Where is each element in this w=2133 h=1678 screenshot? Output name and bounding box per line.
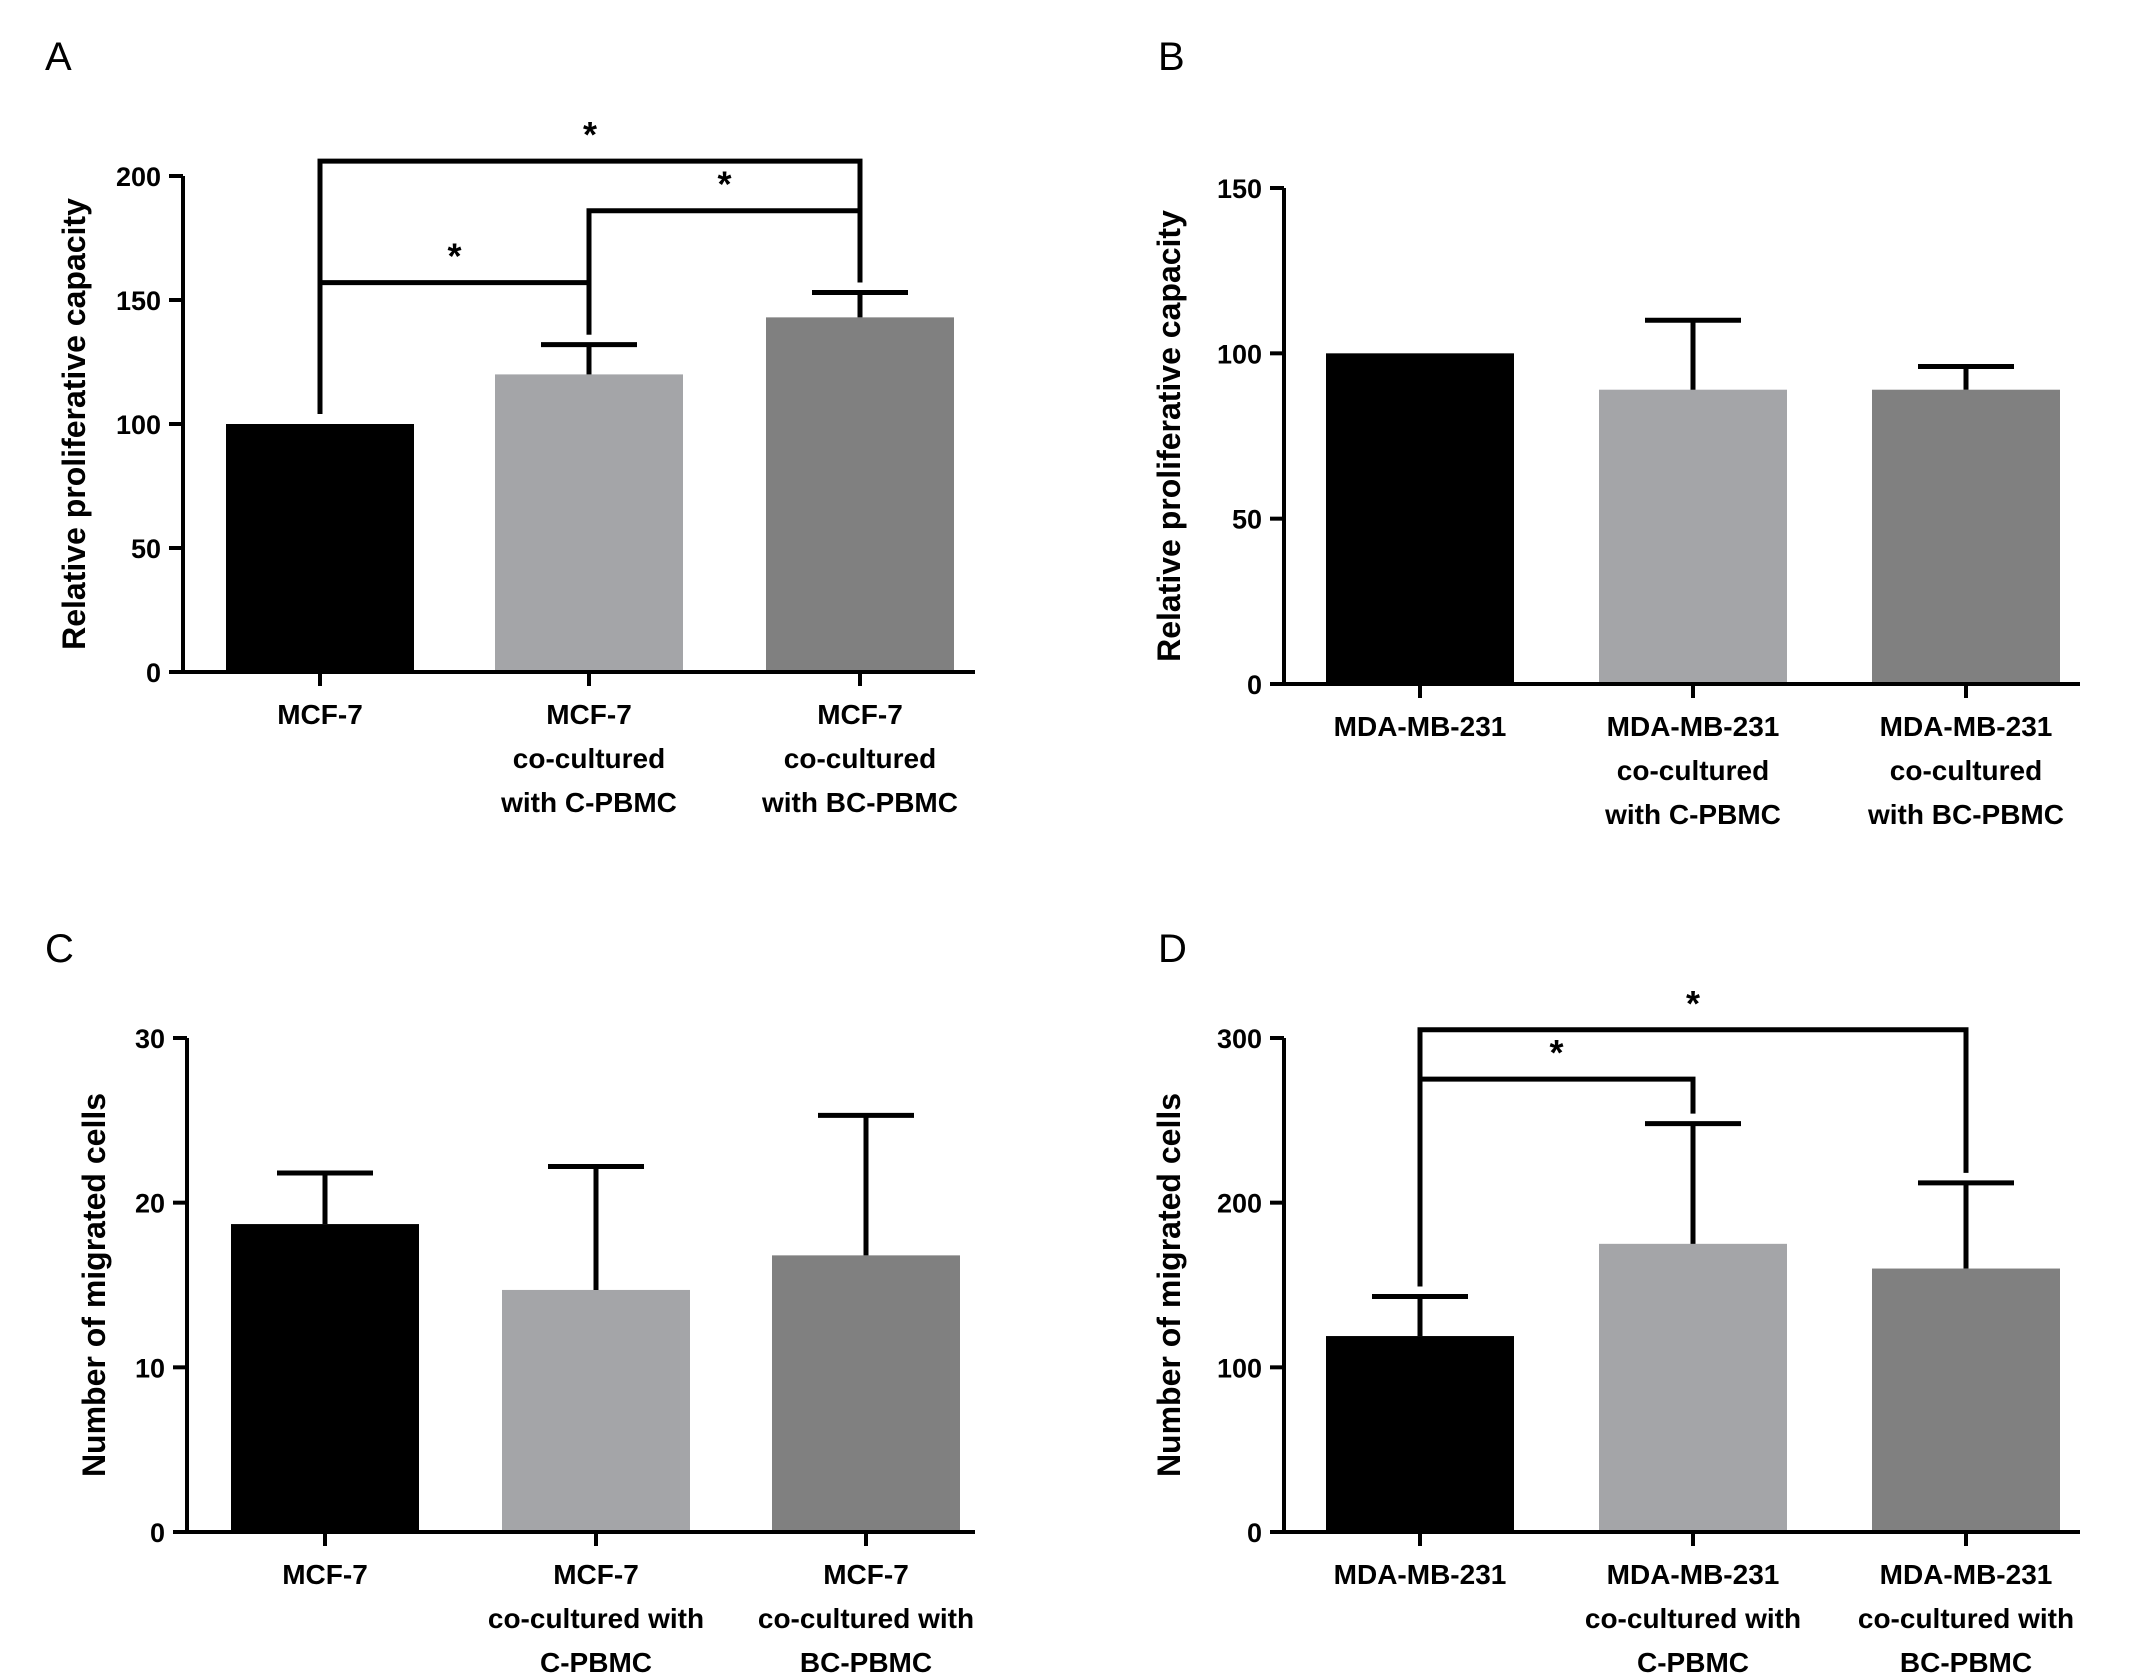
bar: [502, 1289, 690, 1532]
bar: [772, 1255, 960, 1532]
y-tick-label: 50: [1232, 505, 1262, 535]
x-tick-label: MDA-MB-231: [1334, 711, 1507, 742]
panel-d: D 0 100 200 300 MDA-MB-231 MDA-MB-231 co-cultur…: [1151, 927, 2080, 1678]
y-tick-label: 20: [135, 1189, 165, 1219]
panel-label: D: [1158, 927, 1187, 971]
y-tick-label: 50: [131, 534, 161, 564]
panel-label: C: [45, 927, 74, 971]
y-tick-label: 300: [1217, 1024, 1262, 1054]
y-tick-label: 100: [1217, 1353, 1262, 1383]
bar: [766, 317, 954, 672]
x-tick-label: MDA-MB-231 co-cultured with C-PBMC: [1585, 1559, 1801, 1678]
x-tick-label: MCF-7: [277, 699, 363, 730]
x-tick-label: MCF-7 co-cultured with BC-PBMC: [761, 699, 958, 818]
x-tick-label: MCF-7: [282, 1559, 368, 1590]
significance-label: *: [1549, 1032, 1563, 1073]
significance-bracket: [1417, 1027, 1969, 1287]
panel-label: B: [1158, 35, 1185, 79]
bar: [231, 1224, 419, 1532]
y-axis-label: Relative proliferative capacity: [56, 198, 92, 650]
x-tick-label: MDA-MB-231 co-cultured with C-PBMC: [1604, 711, 1781, 830]
significance-label: *: [1686, 983, 1700, 1024]
y-tick-label: 200: [116, 162, 161, 192]
panel-a: A 0 50 100 150 200 MCF-7 MCF-7 co-cultured with C…: [45, 35, 975, 818]
bar: [495, 374, 683, 672]
y-tick-label: 30: [135, 1024, 165, 1054]
y-tick-label: 200: [1217, 1189, 1262, 1219]
y-tick-label: 100: [1217, 339, 1262, 369]
y-tick-label: 0: [1247, 670, 1262, 700]
bar: [1599, 1243, 1787, 1532]
x-tick-label: MDA-MB-231: [1334, 1559, 1507, 1590]
y-tick-label: 150: [1217, 174, 1262, 204]
bar: [1326, 353, 1514, 684]
x-tick-label: MCF-7 co-cultured with C-PBMC: [488, 1559, 704, 1678]
x-tick-label: MDA-MB-231 co-cultured with BC-PBMC: [1858, 1559, 2074, 1678]
significance-bracket: [586, 208, 863, 335]
bar: [1599, 389, 1787, 684]
panel-c: C 0 10 20 30 MCF-7 MCF-7 co-cultured with C-PBMC…: [45, 927, 975, 1678]
x-tick-label: MDA-MB-231 co-cultured with BC-PBMC: [1867, 711, 2064, 830]
bar: [1872, 389, 2060, 684]
y-tick-label: 0: [146, 658, 161, 688]
significance-bracket: [317, 158, 863, 414]
bar: [1326, 1336, 1514, 1532]
y-tick-label: 10: [135, 1353, 165, 1383]
x-tick-label: MCF-7 co-cultured with C-PBMC: [500, 699, 677, 818]
bar: [226, 424, 414, 672]
y-axis-label: Number of migrated cells: [76, 1093, 112, 1477]
significance-label: *: [447, 236, 461, 277]
bar: [1872, 1268, 2060, 1532]
y-tick-label: 0: [1247, 1518, 1262, 1548]
y-tick-label: 0: [150, 1518, 165, 1548]
y-tick-label: 150: [116, 286, 161, 316]
panel-label: A: [45, 35, 72, 79]
x-tick-label: MCF-7 co-cultured with BC-PBMC: [758, 1559, 974, 1678]
panel-b: B 0 50 100 150 MDA-MB-231 MDA-MB-231 co-culture…: [1151, 35, 2080, 830]
y-axis-label: Relative proliferative capacity: [1151, 210, 1187, 662]
significance-label: *: [583, 114, 597, 155]
y-axis-label: Number of migrated cells: [1151, 1093, 1187, 1477]
y-tick-label: 100: [116, 410, 161, 440]
significance-label: *: [717, 164, 731, 205]
